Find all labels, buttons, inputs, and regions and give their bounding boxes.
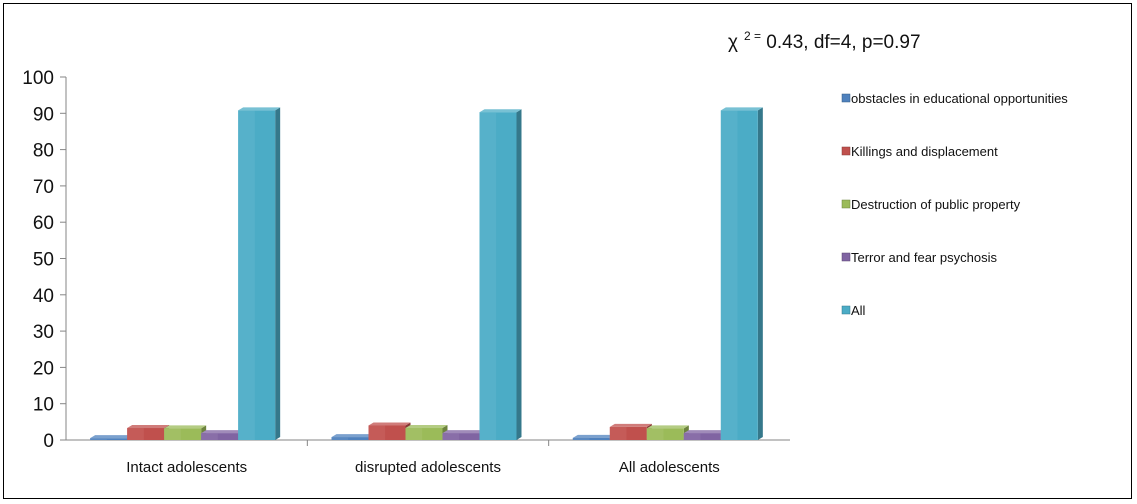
chi-square-annotation: χ 2 = 0.43, df=4, p=0.97 — [728, 29, 921, 53]
y-tick-label: 50 — [33, 250, 54, 271]
y-tick-label: 40 — [33, 286, 54, 307]
legend-item: Killings and displacement — [841, 144, 998, 159]
y-tick-label: 20 — [33, 358, 54, 379]
y-tick-label: 70 — [33, 177, 54, 198]
legend-swatch — [841, 252, 851, 262]
bar — [201, 430, 244, 440]
legend-swatch — [841, 93, 851, 103]
bar — [646, 425, 689, 440]
legend-item: Destruction of public property — [841, 197, 1021, 212]
y-tick-label: 10 — [33, 395, 54, 416]
y-tick-label: 80 — [33, 141, 54, 162]
chi-symbol: χ — [728, 32, 738, 53]
y-tick-label: 30 — [33, 322, 54, 343]
bar — [405, 425, 448, 440]
legend-item: Terror and fear psychosis — [841, 250, 997, 265]
chi-stats: 0.43, df=4, p=0.97 — [761, 32, 921, 53]
legend-swatch — [841, 199, 851, 209]
x-category-label: All adolescents — [619, 459, 720, 476]
chart-axes: 0 10 20 30 40 50 60 70 80 90 100 Intact adolescents… — [22, 68, 790, 476]
bar — [127, 425, 170, 440]
x-category-label: Intact adolescents — [126, 459, 247, 476]
bar — [572, 434, 615, 440]
legend-item: All — [841, 303, 866, 318]
bar — [368, 422, 411, 440]
bar — [238, 107, 281, 441]
y-tick-label: 90 — [33, 104, 54, 125]
bar — [442, 430, 485, 440]
legend-label: All — [851, 303, 866, 318]
chi-superscript: 2 = — [744, 29, 761, 43]
legend-label: Killings and displacement — [851, 144, 998, 159]
bar — [683, 430, 726, 440]
y-tick-label: 0 — [43, 431, 54, 452]
x-category-label: disrupted adolescents — [355, 459, 501, 476]
bar — [479, 109, 522, 440]
bar — [164, 425, 207, 440]
legend-swatch — [841, 305, 851, 315]
bar — [720, 107, 763, 441]
legend-label: obstacles in educational opportunities — [851, 91, 1068, 106]
bar — [331, 434, 374, 440]
y-tick-label: 100 — [22, 68, 54, 89]
legend-label: Destruction of public property — [851, 197, 1021, 212]
legend-label: Terror and fear psychosis — [851, 250, 997, 265]
bar — [609, 423, 652, 440]
y-tick-label: 60 — [33, 213, 54, 234]
bar — [90, 435, 133, 440]
legend-swatch — [841, 146, 851, 156]
legend-item: obstacles in educational opportunities — [841, 91, 1068, 106]
chart-bars — [90, 107, 763, 441]
chart-legend: obstacles in educational opportunities Ki… — [841, 91, 1068, 318]
chart-frame — [3, 3, 1132, 499]
